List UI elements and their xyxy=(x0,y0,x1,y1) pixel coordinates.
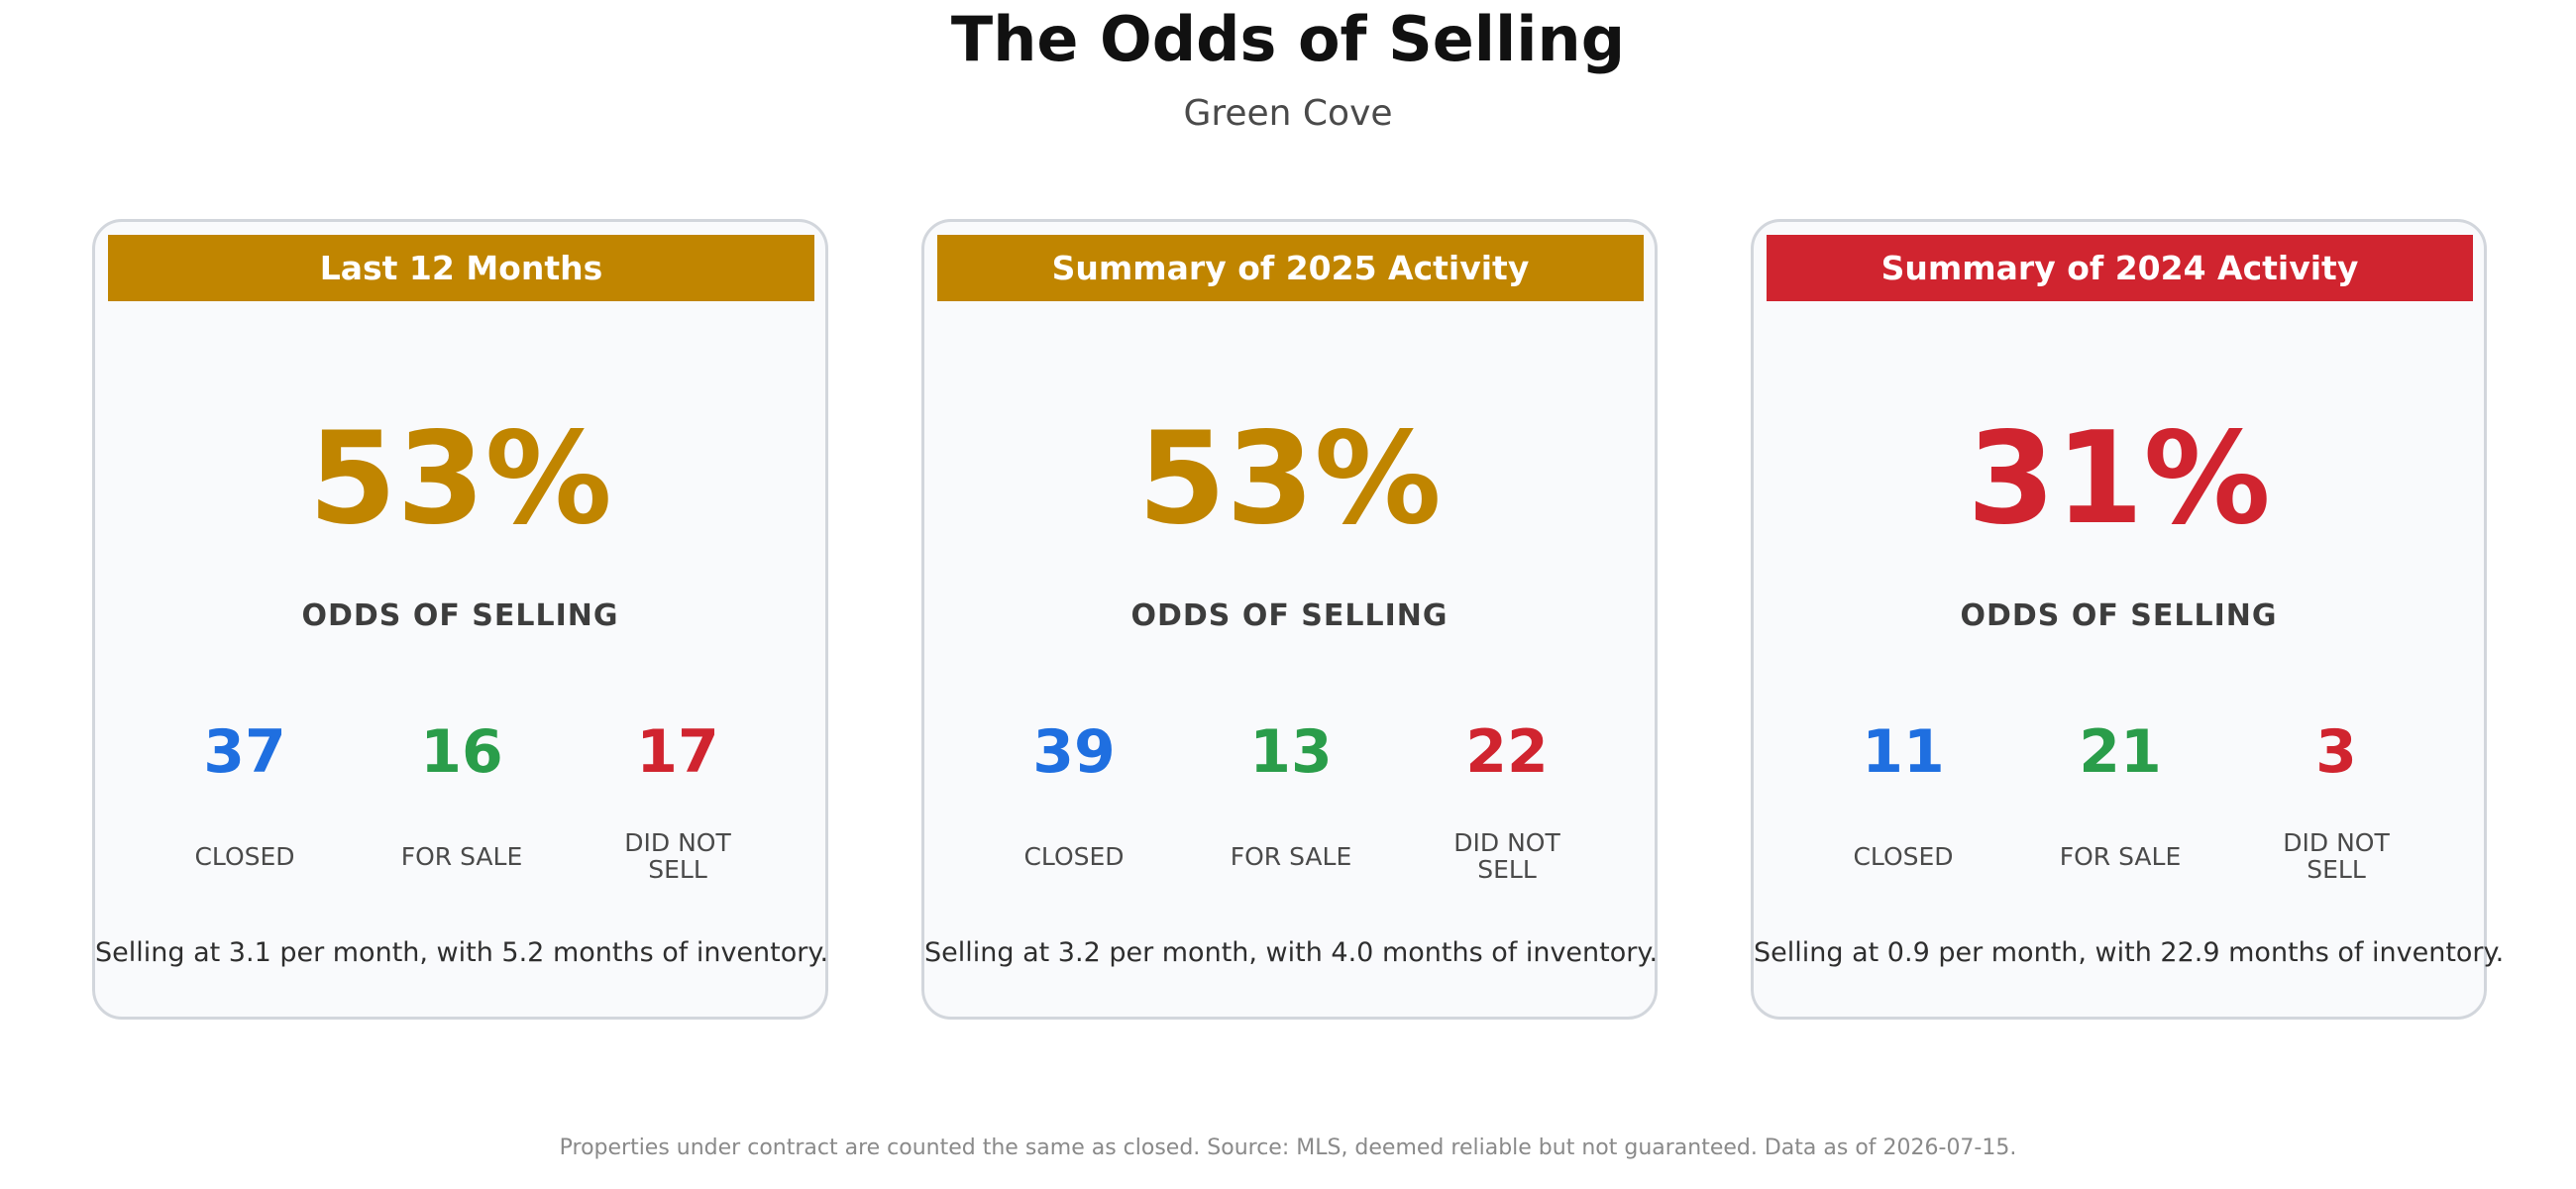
card-last-12-months: Last 12 Months 53% ODDS OF SELLING 37 16… xyxy=(92,219,828,1020)
did-not-sell-label-text: DID NOT SELL xyxy=(2283,828,2390,884)
for-sale-label: FOR SALE xyxy=(1192,826,1390,886)
card-2025-activity: Summary of 2025 Activity 53% ODDS OF SEL… xyxy=(921,219,1658,1020)
page-subtitle: Green Cove xyxy=(1183,93,1393,134)
did-not-sell-label-text: DID NOT SELL xyxy=(1453,828,1560,884)
closed-label-text: CLOSED xyxy=(1853,841,1954,871)
did-not-sell-label: DID NOT SELL xyxy=(1408,826,1606,886)
closed-count: 37 xyxy=(203,717,286,787)
card-header: Summary of 2024 Activity xyxy=(1767,235,2473,301)
for-sale-label: FOR SALE xyxy=(2021,826,2219,886)
odds-label: ODDS OF SELLING xyxy=(1130,598,1449,633)
closed-label: CLOSED xyxy=(1804,826,2002,886)
for-sale-count: 21 xyxy=(2079,717,2162,787)
closed-label: CLOSED xyxy=(975,826,1173,886)
closed-label-text: CLOSED xyxy=(1023,841,1125,871)
for-sale-label-text: FOR SALE xyxy=(1230,841,1352,871)
for-sale-label-text: FOR SALE xyxy=(400,841,523,871)
for-sale-label: FOR SALE xyxy=(363,826,561,886)
closed-count: 11 xyxy=(1862,717,1945,787)
card-2024-activity: Summary of 2024 Activity 31% ODDS OF SEL… xyxy=(1751,219,2505,1020)
did-not-sell-label-text: DID NOT SELL xyxy=(624,828,731,884)
card-header: Summary of 2025 Activity xyxy=(937,235,1644,301)
did-not-sell-label: DID NOT SELL xyxy=(579,826,777,886)
page-title: The Odds of Selling xyxy=(950,3,1626,75)
odds-percent: 31% xyxy=(1967,405,2271,553)
card-header: Last 12 Months xyxy=(108,235,814,301)
odds-label: ODDS OF SELLING xyxy=(301,598,619,633)
odds-label: ODDS OF SELLING xyxy=(1960,598,2278,633)
did-not-sell-count: 17 xyxy=(636,717,719,787)
closed-label-text: CLOSED xyxy=(194,841,295,871)
footnote: Properties under contract are counted th… xyxy=(559,1135,2017,1160)
for-sale-count: 16 xyxy=(420,717,503,787)
for-sale-label-text: FOR SALE xyxy=(2059,841,2182,871)
card-summary: Selling at 0.9 per month, with 22.9 mont… xyxy=(1754,937,2505,968)
card-summary: Selling at 3.1 per month, with 5.2 month… xyxy=(95,937,829,968)
odds-percent: 53% xyxy=(308,405,612,553)
closed-label: CLOSED xyxy=(146,826,344,886)
odds-percent: 53% xyxy=(1137,405,1442,553)
did-not-sell-count: 3 xyxy=(2315,717,2357,787)
card-summary: Selling at 3.2 per month, with 4.0 month… xyxy=(924,937,1659,968)
did-not-sell-label: DID NOT SELL xyxy=(2237,826,2435,886)
closed-count: 39 xyxy=(1032,717,1116,787)
for-sale-count: 13 xyxy=(1249,717,1333,787)
did-not-sell-count: 22 xyxy=(1465,717,1549,787)
